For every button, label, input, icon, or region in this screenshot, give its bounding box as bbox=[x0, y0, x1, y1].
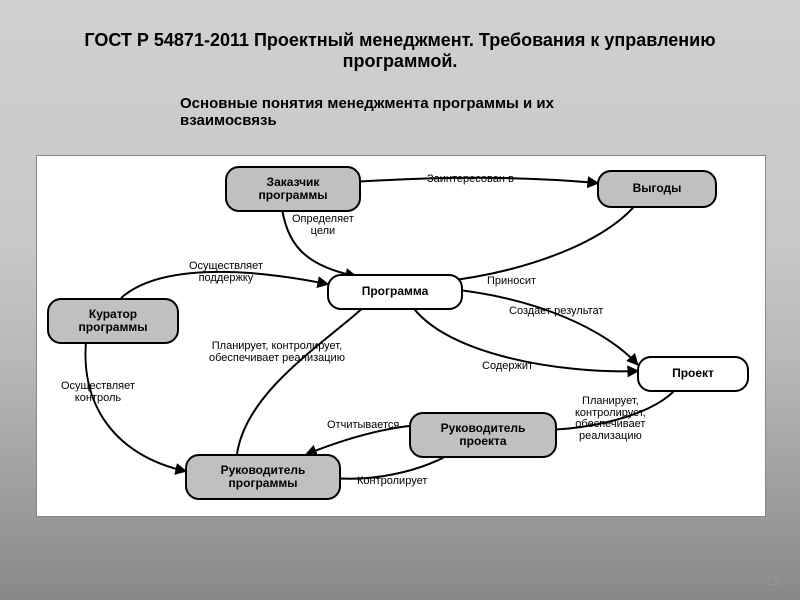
edge-programma-proekt bbox=[439, 288, 637, 364]
edge-label-ruk_programmy-programma: Планирует, контролирует, обеспечивает ре… bbox=[209, 341, 345, 364]
diagram-container: Заказчик программы Выгоды Куратор программ… bbox=[36, 155, 766, 517]
node-programma: Программа bbox=[327, 274, 463, 310]
node-kurator: Куратор программы bbox=[47, 298, 179, 344]
edge-label-zakazchik-vygody: Заинтересован в bbox=[427, 174, 514, 186]
edge-label-ruk_programmy-ruk_proekta: Контролирует bbox=[357, 476, 427, 488]
slide-title: ГОСТ Р 54871-2011 Проектный менеджмент. … bbox=[0, 30, 800, 72]
node-ruk_proekta: Руководитель проекта bbox=[409, 412, 557, 458]
edge-label-programma-vygody: Приносит bbox=[487, 276, 536, 288]
node-vygody: Выгоды bbox=[597, 170, 717, 208]
edge-label-zakazchik-programma: Определяет цели bbox=[292, 214, 354, 237]
edge-label-kurator-ruk_programmy: Осуществляет контроль bbox=[61, 381, 135, 404]
node-ruk_programmy: Руководитель программы bbox=[185, 454, 341, 500]
edge-label-ruk_proekta-ruk_programmy: Отчитывается bbox=[327, 420, 399, 432]
edge-label-programma-proekt: Содержит bbox=[482, 361, 533, 373]
edge-label-programma-proekt: Создает результат bbox=[509, 306, 603, 318]
edge-programma-vygody bbox=[439, 196, 642, 282]
slide: ГОСТ Р 54871-2011 Проектный менеджмент. … bbox=[0, 0, 800, 600]
edge-label-ruk_proekta-proekt: Планирует, контролирует, обеспечивает ре… bbox=[575, 396, 646, 442]
node-zakazchik: Заказчик программы bbox=[225, 166, 361, 212]
node-proekt: Проект bbox=[637, 356, 749, 392]
edge-label-kurator-programma: Осуществляет поддержку bbox=[189, 261, 263, 284]
slide-subtitle: Основные понятия менеджмента программы и… bbox=[180, 95, 620, 129]
page-number: 25 bbox=[767, 574, 780, 588]
